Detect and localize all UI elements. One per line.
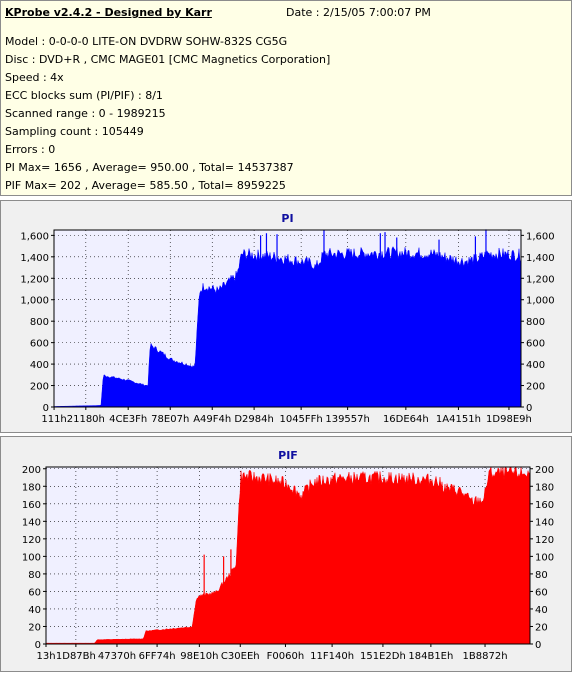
speed-line: Speed : 4x xyxy=(5,71,64,84)
sampling-line: Sampling count : 105449 xyxy=(5,125,144,138)
pif-ytick-label-right: 60 xyxy=(535,587,548,598)
pi-ytick-label-right: 1,400 xyxy=(526,253,555,264)
pif-chart: PIF 0 0 20 20 40 40 60 60 80 80 100 100 120 120 140 140 1… xyxy=(22,449,554,662)
pif-ytick-label: 60 xyxy=(28,587,41,598)
pi-ytick-label: 0 xyxy=(43,403,49,414)
pif-ytick-label: 20 xyxy=(28,622,41,633)
pi-chart: PI 0 0 200 200 400 400 600 600 800 800 1,000 1,000 1,… xyxy=(20,212,555,425)
pif-xtick-label: F0060h xyxy=(267,651,305,662)
pif-ytick-label-right: 100 xyxy=(535,552,554,563)
pi-ytick-label-right: 1,000 xyxy=(526,296,555,307)
pif-xtick-label: 47370h xyxy=(98,651,136,662)
pif-plot-border xyxy=(45,466,531,645)
pif-xtick-label: 1B8872h xyxy=(463,651,508,662)
pi-series-area xyxy=(53,246,522,408)
pif-xtick-label: 11F140h xyxy=(310,651,354,662)
pif-chart-panel: PIF 0 0 20 20 40 40 60 60 80 80 100 100 120 120 140 140 1… xyxy=(0,436,572,672)
pi-ytick-label: 1,000 xyxy=(20,296,49,307)
pif-xtick-label: 6FF74h xyxy=(139,651,176,662)
pif-ytick-label: 40 xyxy=(28,605,41,616)
pi-xtick-label: 111h xyxy=(41,414,66,425)
pif-xtick-label: 1D87Bh xyxy=(56,651,96,662)
pif-ytick-label-right: 200 xyxy=(535,465,554,476)
pi-series xyxy=(53,229,522,408)
pif-series xyxy=(45,466,531,645)
pi-ytick-label: 600 xyxy=(30,339,49,350)
pi-chart-panel: PI 0 0 200 200 400 400 600 600 800 800 1,000 1,000 1,… xyxy=(0,200,572,433)
pi-plot-border xyxy=(53,229,522,408)
ecc-line: ECC blocks sum (PI/PIF) : 8/1 xyxy=(5,89,163,102)
pif-ytick-label: 100 xyxy=(22,552,41,563)
pif-xtick-label: 98E10h xyxy=(180,651,218,662)
pi-ytick-label: 200 xyxy=(30,382,49,393)
pif-ytick-label-right: 0 xyxy=(535,640,541,651)
pi-xtick-label: 78E07h xyxy=(151,414,189,425)
pif-ytick-label: 180 xyxy=(22,482,41,493)
pif-stats-line: PIF Max= 202 , Average= 585.50 , Total= … xyxy=(5,179,286,192)
pi-xtick-label: 16DE64h xyxy=(383,414,429,425)
pif-series-area xyxy=(45,466,531,645)
pif-ytick-label-right: 20 xyxy=(535,622,548,633)
pi-xtick-label: 1A4151h xyxy=(436,414,481,425)
pi-stats-line: PI Max= 1656 , Average= 950.00 , Total= … xyxy=(5,161,294,174)
pif-xtick-label: 151E2Dh xyxy=(360,651,406,662)
model-line: Model : 0-0-0-0 LITE-ON DVDRW SOHW-832S … xyxy=(5,35,288,48)
pif-ytick-label-right: 80 xyxy=(535,570,548,581)
pi-ytick-label-right: 0 xyxy=(526,403,532,414)
errors-line: Errors : 0 xyxy=(5,143,56,156)
pif-ytick-label: 200 xyxy=(22,465,41,476)
pif-xtick-label: C30EEh xyxy=(221,651,260,662)
pi-ytick-label: 1,400 xyxy=(20,253,49,264)
pi-ytick-label-right: 600 xyxy=(526,339,545,350)
info-panel: KProbe v2.4.2 - Designed by Karr Date : … xyxy=(0,0,572,196)
pi-xtick-label: A49F4h xyxy=(193,414,231,425)
scan-date: Date : 2/15/05 7:00:07 PM xyxy=(286,6,431,19)
pif-ytick-label: 160 xyxy=(22,500,41,511)
pif-xtick-label: 13h xyxy=(36,651,55,662)
pif-ytick-label: 120 xyxy=(22,535,41,546)
pif-ytick-label: 140 xyxy=(22,517,41,528)
pi-xtick-label: 1045FFh xyxy=(279,414,322,425)
pif-ytick-label: 80 xyxy=(28,570,41,581)
app-title: KProbe v2.4.2 - Designed by Karr xyxy=(5,6,212,19)
pi-xtick-label: 139557h xyxy=(325,414,370,425)
pi-xtick-label: 4CE3Fh xyxy=(109,414,147,425)
pi-ytick-label: 1,600 xyxy=(20,231,49,242)
pif-ytick-label-right: 160 xyxy=(535,500,554,511)
pi-xtick-label: D2984h xyxy=(234,414,274,425)
pif-ytick-label-right: 140 xyxy=(535,517,554,528)
pif-xtick-label: 184B1Eh xyxy=(408,651,453,662)
pif-ytick-label-right: 120 xyxy=(535,535,554,546)
pi-ytick-label-right: 200 xyxy=(526,382,545,393)
pif-chart-title: PIF xyxy=(278,449,298,462)
pi-ytick-label-right: 800 xyxy=(526,317,545,328)
pi-ytick-label-right: 1,200 xyxy=(526,274,555,285)
pi-ytick-label-right: 1,600 xyxy=(526,231,555,242)
pi-ytick-label: 800 xyxy=(30,317,49,328)
range-line: Scanned range : 0 - 1989215 xyxy=(5,107,166,120)
pif-ytick-label-right: 40 xyxy=(535,605,548,616)
pif-ytick-label-right: 180 xyxy=(535,482,554,493)
pi-xtick-label: 1D98E9h xyxy=(486,414,532,425)
pi-ytick-label: 1,200 xyxy=(20,274,49,285)
pi-xtick-label: 21180h xyxy=(67,414,105,425)
pi-ytick-label-right: 400 xyxy=(526,360,545,371)
pi-ytick-label: 400 xyxy=(30,360,49,371)
pi-chart-title: PI xyxy=(281,212,293,225)
pif-ytick-label: 0 xyxy=(35,640,41,651)
disc-line: Disc : DVD+R , CMC MAGE01 [CMC Magnetics… xyxy=(5,53,331,66)
